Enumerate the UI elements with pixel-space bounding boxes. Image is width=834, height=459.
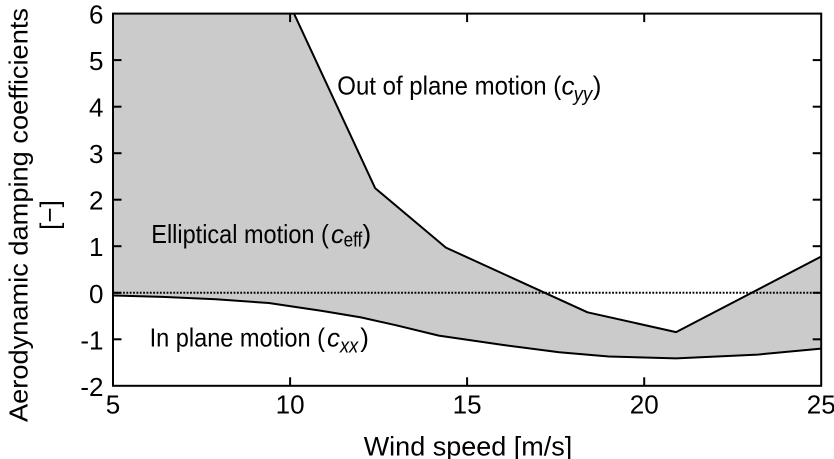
svg-text:-2: -2 [80,372,103,402]
svg-text:6: 6 [89,0,103,30]
svg-text:c: c [562,71,575,101]
svg-text:2: 2 [89,186,103,216]
svg-text:5: 5 [106,390,120,420]
svg-text:): ) [363,219,372,249]
svg-text:15: 15 [453,390,482,420]
svg-text:c: c [331,219,344,249]
svg-text:[−]: [−] [35,200,65,230]
svg-text:3: 3 [89,139,103,169]
svg-text:xx: xx [339,336,359,358]
svg-text:0: 0 [89,279,103,309]
svg-text:-1: -1 [80,325,103,355]
svg-text:Aerodynamic damping coefficien: Aerodynamic damping coefficients [4,8,34,422]
svg-text:Wind speed [m/s]: Wind speed [m/s] [364,431,573,459]
svg-text:eff: eff [344,229,363,251]
svg-text:4: 4 [89,93,103,123]
svg-text:yy: yy [572,84,593,106]
svg-text:): ) [360,323,369,353]
svg-text:1: 1 [89,232,103,262]
svg-text:25: 25 [807,390,834,420]
svg-text:20: 20 [630,390,659,420]
svg-text:5: 5 [89,46,103,76]
svg-text:In plane motion (: In plane motion ( [150,323,326,353]
svg-text:): ) [593,71,602,101]
svg-text:Out of plane motion (: Out of plane motion ( [337,71,561,101]
svg-text:c: c [327,323,340,353]
svg-text:10: 10 [276,390,305,420]
svg-text:Elliptical motion (: Elliptical motion ( [151,219,329,249]
